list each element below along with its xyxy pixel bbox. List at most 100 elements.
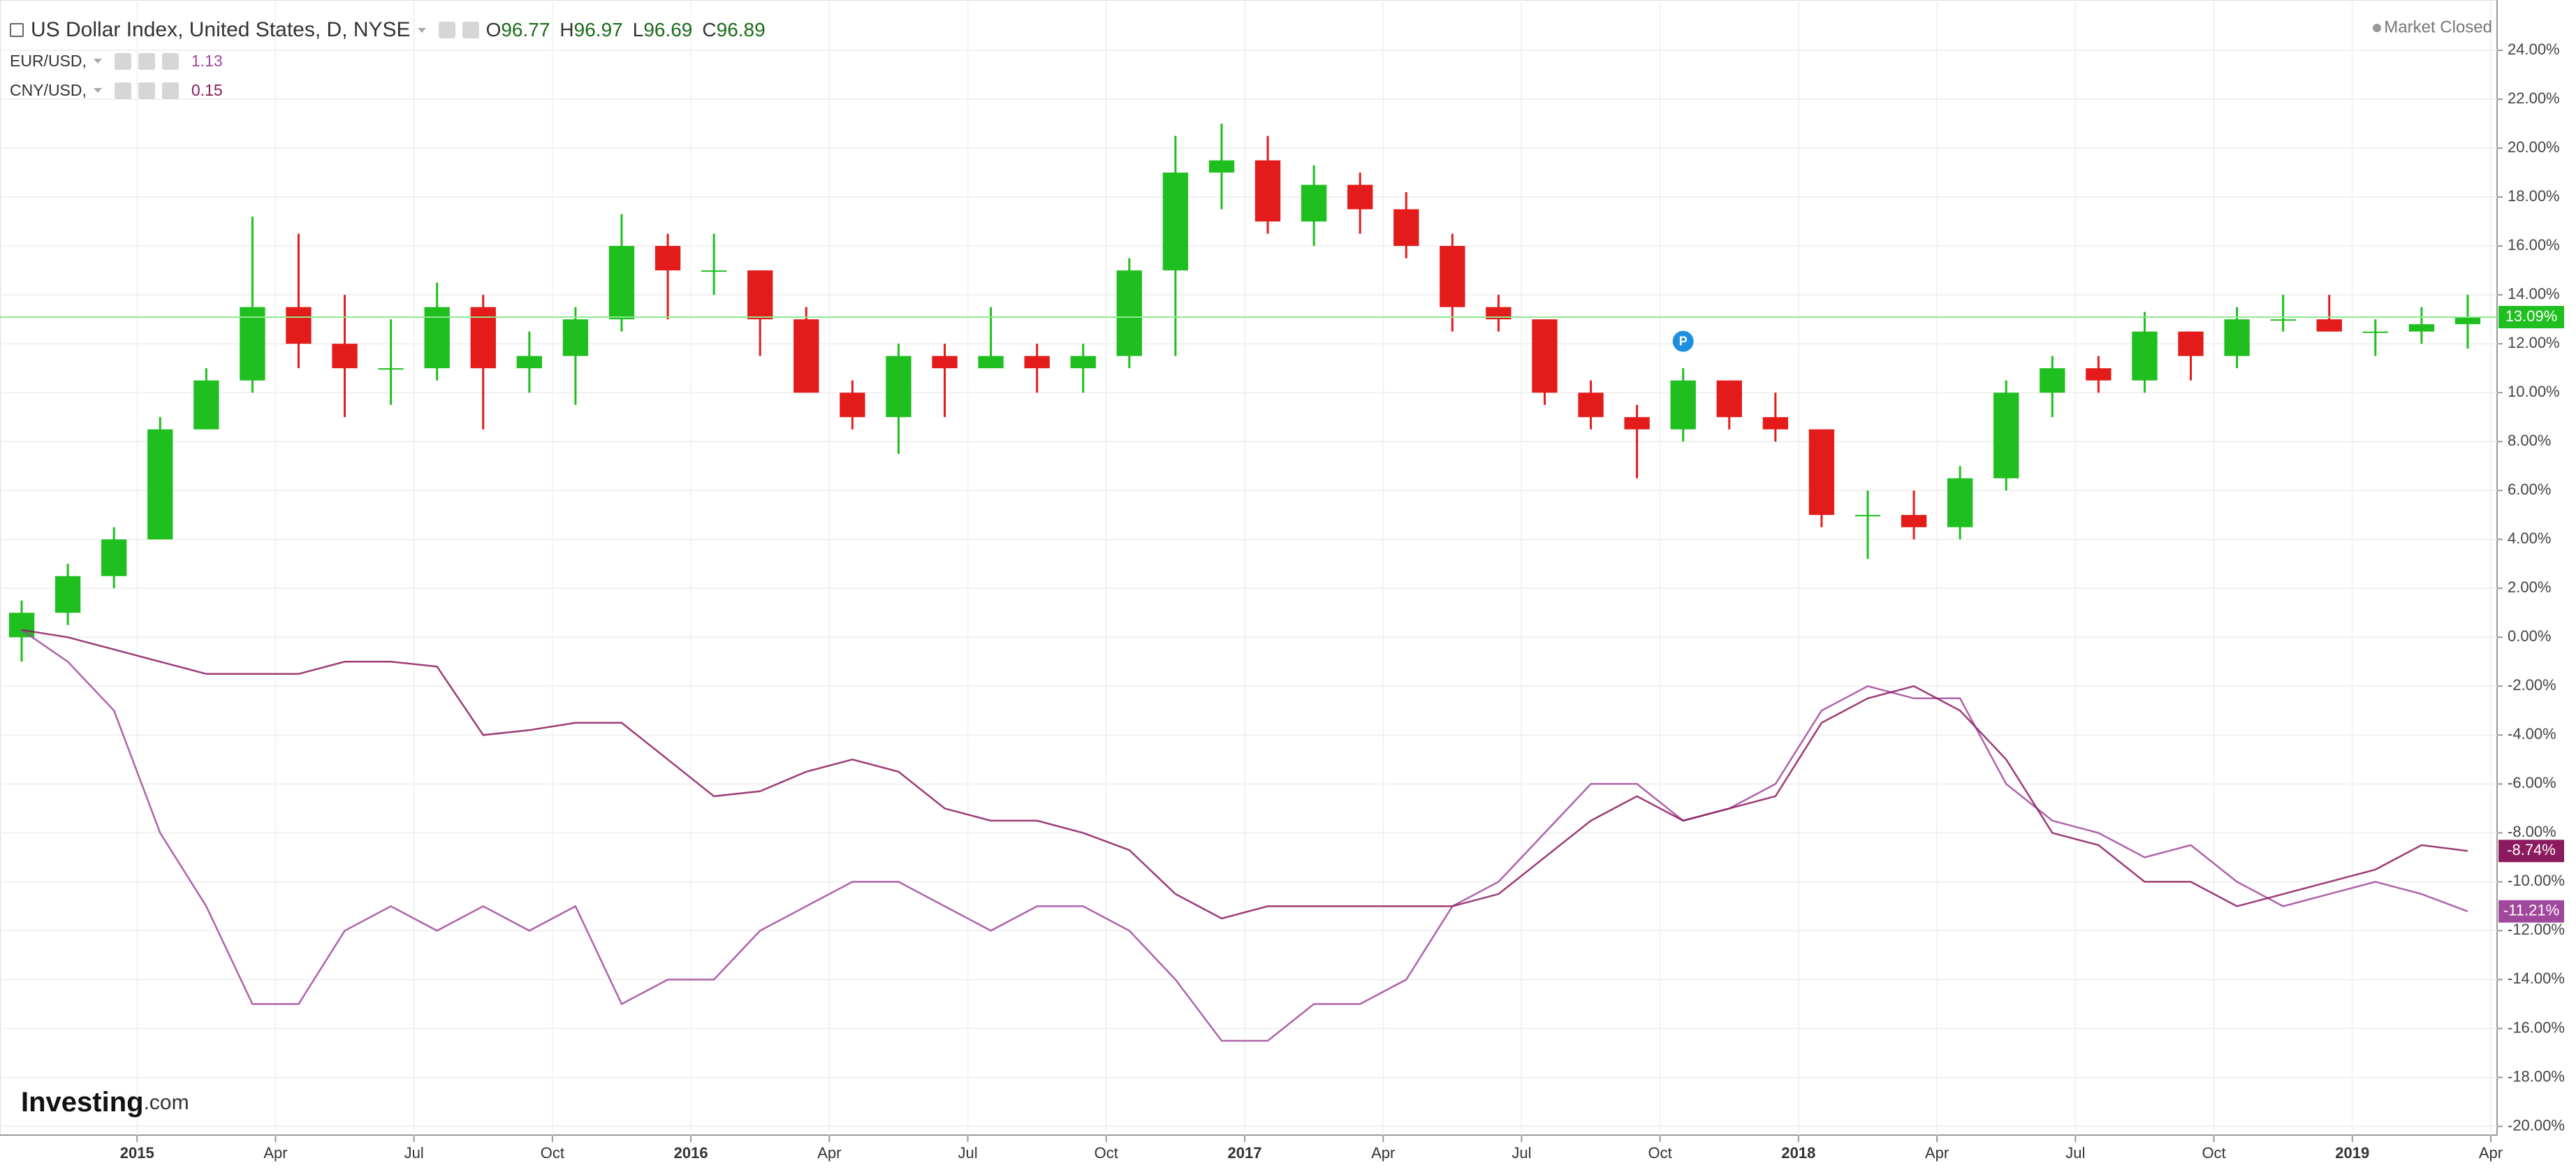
- candle-body: [1578, 393, 1604, 418]
- candle-body: [1670, 380, 1696, 430]
- series-label: -8.74%: [2507, 841, 2556, 858]
- candle-body: [147, 429, 173, 540]
- candle-body: [2132, 331, 2158, 381]
- y-tick-label: 20.00%: [2508, 138, 2560, 156]
- candle-body: [1762, 417, 1789, 430]
- x-tick-label: 2018: [1781, 1144, 1815, 1162]
- y-tick-label: 4.00%: [2508, 529, 2551, 547]
- watermark-suffix: .com: [144, 1091, 189, 1114]
- y-tick-label: 16.00%: [2508, 236, 2560, 254]
- legend-name: CNY/USD,: [10, 81, 87, 99]
- price-label: 13.09%: [2505, 307, 2558, 325]
- x-tick-label: 2015: [120, 1144, 154, 1162]
- candle-body: [793, 319, 819, 393]
- ohlc-key: H: [559, 19, 574, 41]
- price-label-box: [2498, 305, 2564, 328]
- x-tick-label: Oct: [1648, 1144, 1672, 1162]
- candle-body: [1116, 270, 1142, 356]
- candle-body: [240, 307, 265, 381]
- dropdown-caret[interactable]: [417, 27, 426, 33]
- y-tick-label: 10.00%: [2508, 383, 2560, 400]
- candle-body: [562, 319, 589, 356]
- candle-body: [886, 356, 912, 418]
- candle-body: [1254, 160, 1281, 222]
- candle-body: [978, 356, 1004, 369]
- series-label: -11.21%: [2503, 902, 2559, 919]
- market-status: Market Closed: [2384, 17, 2492, 36]
- ohlc-value: 96.97: [573, 19, 623, 41]
- candle-body: [1808, 429, 1835, 515]
- candle-body: [1440, 246, 1465, 307]
- candle-body: [1070, 356, 1096, 369]
- candle-body: [516, 356, 543, 369]
- candle-body: [378, 368, 404, 370]
- x-tick-label: Jul: [1512, 1144, 1531, 1162]
- y-tick-label: -12.00%: [2508, 921, 2565, 938]
- options-icon[interactable]: [462, 22, 479, 38]
- y-tick-label: -4.00%: [2508, 725, 2556, 743]
- y-tick-label: 8.00%: [2508, 432, 2551, 449]
- candle-body: [424, 307, 450, 369]
- candle-body: [286, 307, 312, 344]
- legend-icon: [161, 82, 179, 99]
- candle-body: [608, 246, 635, 320]
- candle-body: [654, 246, 681, 271]
- x-tick-label: Apr: [2479, 1144, 2503, 1162]
- grid: [0, 0, 2503, 1142]
- candle-body: [1532, 319, 1558, 393]
- y-tick-label: 0.00%: [2508, 627, 2551, 645]
- ohlc-value: 96.89: [716, 19, 766, 41]
- series-line: [21, 629, 2468, 1042]
- settings-icon[interactable]: [438, 22, 455, 38]
- candle-body: [2270, 319, 2296, 321]
- x-tick-label: 2019: [2335, 1144, 2369, 1162]
- y-tick-label: -2.00%: [2508, 676, 2556, 694]
- x-tick-label: 2017: [1228, 1144, 1262, 1162]
- candle-body: [1716, 380, 1742, 418]
- candle-body: [101, 539, 127, 576]
- y-tick-label: 18.00%: [2508, 187, 2560, 205]
- annotation-text: P: [1679, 334, 1688, 348]
- candle-body: [1854, 515, 1881, 517]
- candle-body: [470, 307, 496, 369]
- y-tick-label: -18.00%: [2508, 1067, 2565, 1085]
- ohlc: O 96.77 H 96.97 L 96.69 C 96.89: [486, 19, 775, 41]
- y-tick-label: 22.00%: [2508, 89, 2560, 107]
- y-tick-label: 6.00%: [2508, 481, 2551, 498]
- candle-body: [2316, 319, 2342, 332]
- labels: 24.00% 22.00% 20.00% 18.00% 16.00% 14.00% 12.0…: [120, 41, 2565, 1162]
- candle-body: [54, 576, 81, 613]
- legend-value: 0.15: [191, 81, 223, 99]
- instrument-title: US Dollar Index, United States, D, NYSE: [31, 18, 411, 41]
- candle-body: [1947, 478, 1973, 527]
- ohlc-key: O: [485, 19, 502, 41]
- x-tick-label: Oct: [1095, 1144, 1118, 1162]
- candle-body: [1301, 184, 1327, 222]
- x-tick-label: Jul: [404, 1144, 424, 1162]
- watermark: Investing.com: [21, 1087, 189, 1118]
- ohlc-key: L: [632, 19, 644, 41]
- plot-frame: [0, 0, 2498, 1136]
- candle-body: [2408, 324, 2435, 332]
- legend-icon: [138, 82, 155, 99]
- instrument-header: US Dollar Index, United States, D, NYSE …: [10, 18, 775, 42]
- x-tick-label: Apr: [263, 1144, 287, 1162]
- y-tick-label: -20.00%: [2508, 1116, 2565, 1134]
- series-label-box: [2498, 840, 2564, 863]
- legend-caret: [93, 59, 102, 64]
- candle-body: [193, 380, 219, 430]
- candle-body: [2362, 331, 2388, 333]
- series-line: [21, 629, 2468, 920]
- candle-body: [701, 270, 727, 272]
- collapse-button[interactable]: [10, 23, 24, 37]
- candle-body: [747, 270, 773, 320]
- series-label-box: [2498, 900, 2564, 923]
- legend-caret: [93, 88, 102, 93]
- y-tick-label: 24.00%: [2508, 41, 2560, 58]
- legend-value: 1.13: [191, 52, 223, 70]
- x-tick-label: 2016: [674, 1144, 708, 1162]
- y-tick-label: -6.00%: [2508, 774, 2556, 791]
- legend-icon: [138, 52, 155, 70]
